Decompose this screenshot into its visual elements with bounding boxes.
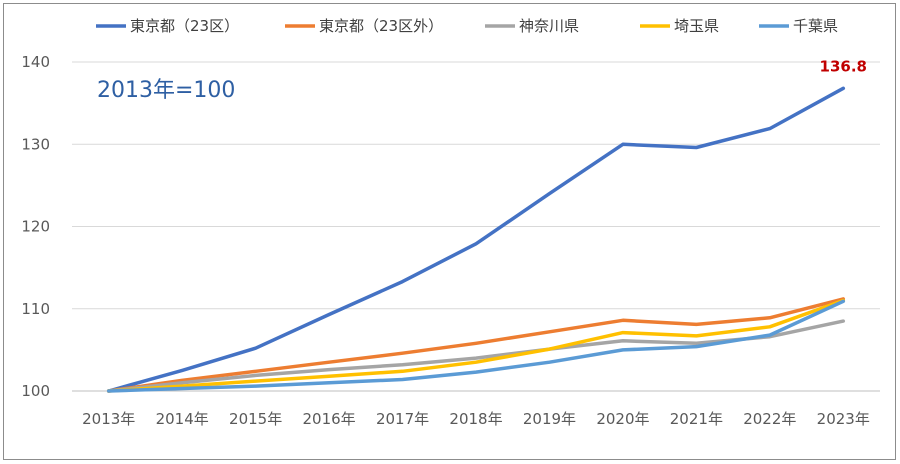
x-tick-label: 2018年 [449, 410, 502, 428]
base-year-note: 2013年=100 [97, 78, 235, 103]
series-line-0 [106, 86, 846, 393]
y-tick-label: 120 [21, 218, 50, 236]
x-tick-label: 2020年 [596, 410, 649, 428]
x-tick-label: 2021年 [670, 410, 723, 428]
chart-frame: 100 110 120 130 140 2013年 2014年 2015年 2016年 2017… [3, 3, 896, 460]
x-tick-label: 2017年 [376, 410, 429, 428]
legend-label: 東京都（23区外） [319, 17, 443, 35]
x-tick-label: 2016年 [302, 410, 355, 428]
x-tick-label: 2015年 [229, 410, 282, 428]
x-tick-label: 2013年 [82, 410, 135, 428]
legend-label: 東京都（23区） [130, 17, 239, 35]
x-tick-label: 2019年 [523, 410, 576, 428]
series-line-4 [106, 299, 846, 393]
y-axis-ticks: 100 110 120 130 140 [21, 53, 50, 400]
data-labels: 136.8 [820, 57, 867, 75]
x-tick-label: 2022年 [743, 410, 796, 428]
y-tick-label: 100 [21, 382, 50, 400]
gridlines [72, 61, 880, 392]
x-tick-label: 2023年 [817, 410, 870, 428]
x-axis-ticks: 2013年 2014年 2015年 2016年 2017年 2018年 2019年 2020年… [82, 410, 870, 428]
legend-label: 千葉県 [793, 17, 838, 35]
y-tick-label: 130 [21, 135, 50, 153]
x-tick-label: 2014年 [156, 410, 209, 428]
data-label: 136.8 [820, 57, 867, 75]
series-line-3 [106, 298, 846, 393]
y-tick-label: 140 [21, 53, 50, 71]
series-lines [106, 86, 846, 393]
legend: 東京都（23区） 東京都（23区外） 神奈川県 埼玉県 千葉県 [96, 17, 838, 35]
series-line-1 [106, 297, 846, 393]
y-tick-label: 110 [21, 300, 50, 318]
legend-label: 神奈川県 [519, 17, 579, 35]
line-chart: 100 110 120 130 140 2013年 2014年 2015年 2016年 2017… [21, 17, 880, 428]
legend-label: 埼玉県 [674, 17, 719, 35]
